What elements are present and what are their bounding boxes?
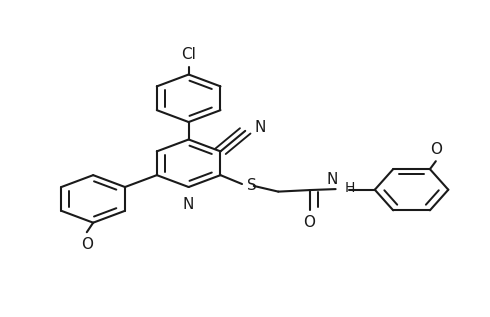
Text: O: O: [303, 216, 315, 230]
Text: H: H: [344, 181, 355, 195]
Text: O: O: [430, 142, 442, 157]
Text: Cl: Cl: [181, 48, 196, 62]
Text: O: O: [81, 237, 93, 252]
Text: S: S: [247, 178, 257, 193]
Text: N: N: [254, 120, 266, 135]
Text: N: N: [183, 197, 195, 212]
Text: N: N: [327, 171, 338, 186]
